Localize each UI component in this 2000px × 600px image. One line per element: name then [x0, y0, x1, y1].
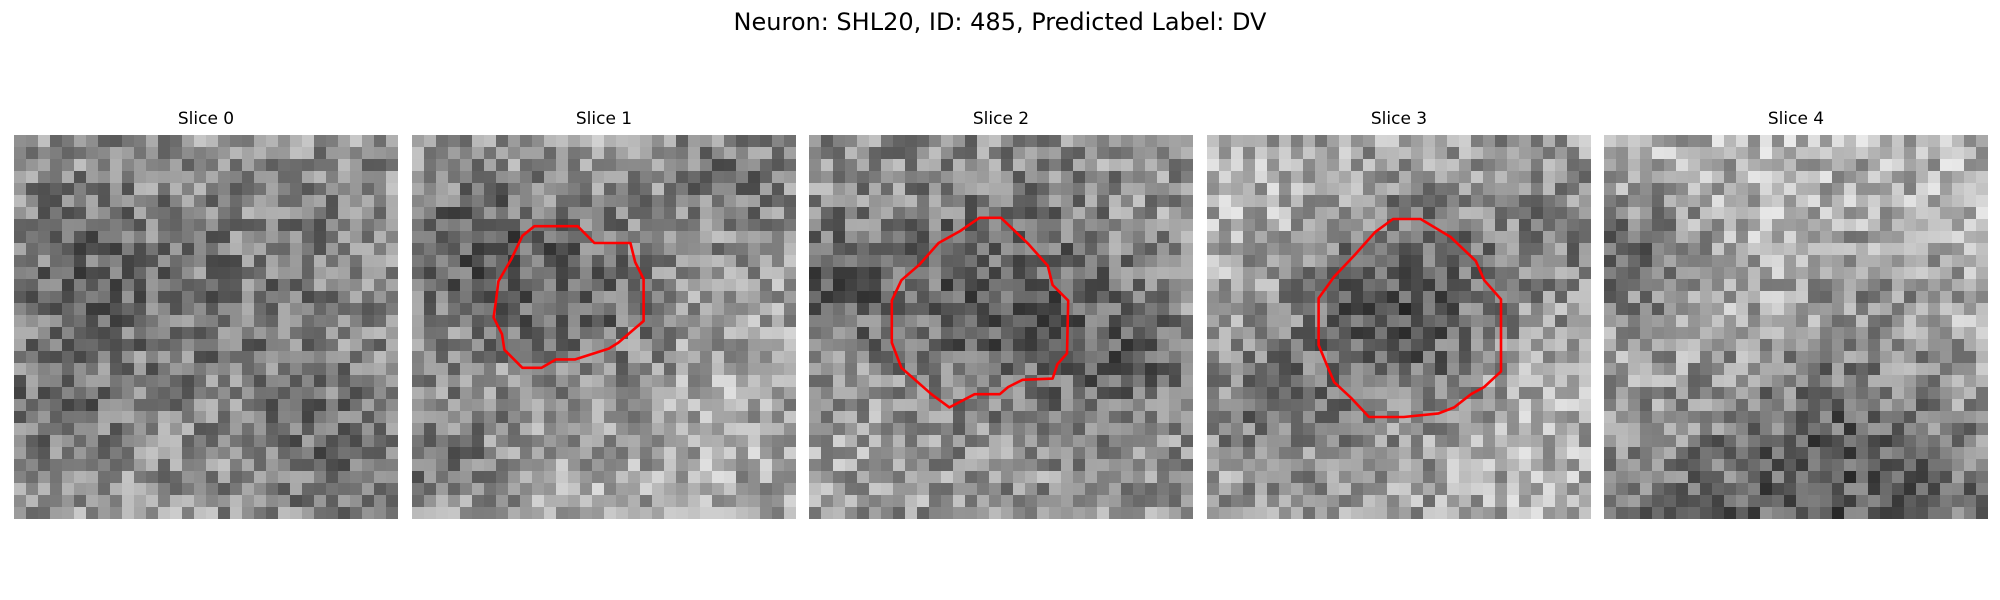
slice-image: [1207, 135, 1591, 519]
roi-contour: [492, 224, 645, 370]
slice-title: Slice 3: [1370, 109, 1428, 129]
slice-panel-1: Slice 1: [412, 104, 796, 519]
slice-title: Slice 1: [575, 109, 633, 129]
slice-title: Slice 4: [1767, 109, 1825, 129]
roi-contour: [890, 216, 1070, 409]
slice-image: [1604, 135, 1988, 519]
slice-image: [809, 135, 1193, 519]
slice-image: [412, 135, 796, 519]
slice-panel-2: Slice 2: [809, 104, 1193, 519]
roi-contour: [1317, 217, 1503, 419]
slice-image: [14, 135, 398, 519]
slice-panel-3: Slice 3: [1207, 104, 1591, 519]
slice-title: Slice 2: [972, 109, 1030, 129]
slice-title: Slice 0: [177, 109, 235, 129]
figure-title: Neuron: SHL20, ID: 485, Predicted Label:…: [733, 8, 1267, 36]
slice-panel-4: Slice 4: [1604, 104, 1988, 519]
slice-panel-0: Slice 0: [14, 104, 398, 519]
